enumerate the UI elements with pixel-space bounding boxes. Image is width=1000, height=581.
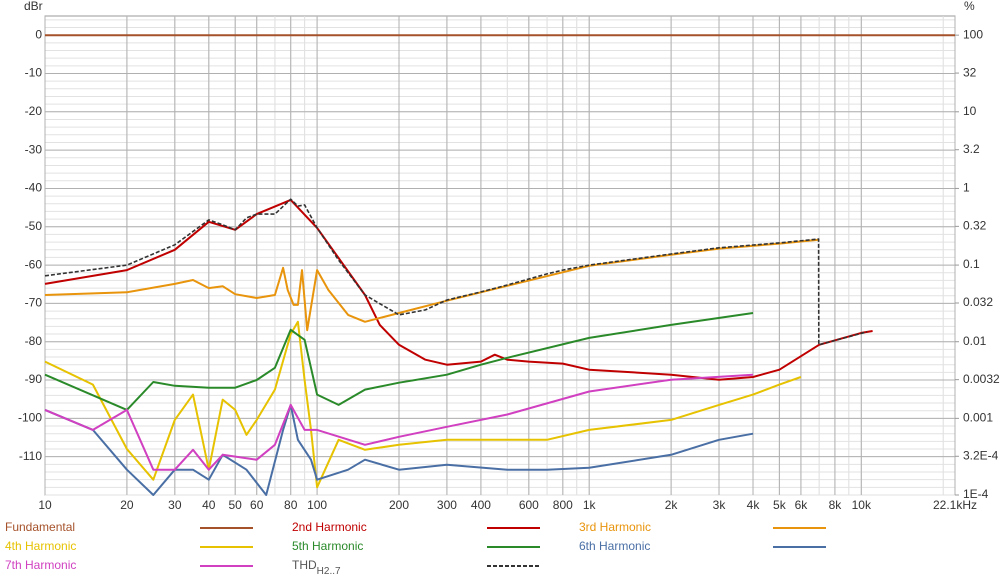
y2-tick-label: 3.2E-4 (963, 448, 999, 462)
x-tick-label: 600 (519, 498, 539, 512)
series-line (44, 320, 802, 489)
y-tick-label: 0 (35, 27, 42, 41)
x-tick-label: 50 (229, 498, 243, 512)
x-tick-label: 3k (713, 498, 727, 512)
x-tick-label: 800 (553, 498, 573, 512)
y2-tick-label: 10 (963, 104, 977, 118)
plot-frame (44, 15, 956, 496)
y2-tick-label: 3.2 (963, 142, 980, 156)
legend-label: 7th Harmonic (5, 558, 76, 572)
y-tick-label: -90 (25, 372, 43, 386)
y-tick-label: -70 (25, 296, 43, 310)
y-tick-label: -20 (25, 104, 43, 118)
y2-tick-label: 0.1 (963, 257, 980, 271)
y-tick-label: -50 (25, 219, 43, 233)
legend-label: THDH2..7 (292, 558, 341, 576)
y2-tick-label: 0.001 (963, 411, 993, 425)
x-tick-label: 300 (437, 498, 457, 512)
legend-label: 2nd Harmonic (292, 520, 367, 534)
y-tick-label: -30 (25, 142, 43, 156)
y2-tick-label: 1 (963, 181, 970, 195)
y2-tick-label: 0.0032 (963, 372, 1000, 386)
y-tick-label: -40 (25, 181, 43, 195)
x-tick-label: 10k (852, 498, 872, 512)
series-line (44, 373, 754, 471)
legend-subscript: H2..7 (317, 566, 341, 577)
x-tick-label: 10 (38, 498, 52, 512)
y-tick-label: -10 (25, 66, 43, 80)
x-tick-label: 6k (795, 498, 809, 512)
x-tick-label: 2k (665, 498, 679, 512)
series-line (44, 198, 873, 381)
y-tick-label: -100 (18, 411, 42, 425)
y-tick-label: -80 (25, 334, 43, 348)
y2-tick-label: 0.01 (963, 334, 987, 348)
legend-label: 3rd Harmonic (579, 520, 651, 534)
x-tick-label: 1k (583, 498, 597, 512)
y-tick-label: -60 (25, 257, 43, 271)
y2-axis-label: % (964, 0, 975, 13)
x-tick-label: 100 (307, 498, 327, 512)
x-tick-label: 5k (773, 498, 787, 512)
x-tick-label: 400 (471, 498, 491, 512)
x-tick-label: 40 (202, 498, 216, 512)
x-tick-label: 30 (168, 498, 182, 512)
x-tick-label: 200 (389, 498, 409, 512)
y2-tick-label: 0.032 (963, 295, 993, 309)
x-tick-label: 22.1kHz (933, 498, 977, 512)
y2-tick-label: 100 (963, 27, 983, 41)
y-tick-label: -110 (19, 449, 42, 463)
series-line (44, 238, 819, 332)
y2-tick-label: 1E-4 (963, 487, 989, 501)
series-line (44, 312, 754, 411)
y-axis-label: dBr (24, 0, 43, 13)
legend-label: Fundamental (5, 520, 75, 534)
legend-label: 4th Harmonic (5, 539, 76, 553)
series-line (44, 198, 868, 346)
legend-label: 5th Harmonic (292, 539, 363, 553)
x-tick-label: 8k (829, 498, 843, 512)
y2-tick-label: 32 (963, 65, 977, 79)
x-tick-label: 4k (747, 498, 761, 512)
x-tick-label: 60 (250, 498, 264, 512)
x-tick-label: 20 (120, 498, 134, 512)
legend-label: 6th Harmonic (579, 539, 650, 553)
y2-tick-label: 0.32 (963, 219, 987, 233)
x-tick-label: 80 (284, 498, 298, 512)
